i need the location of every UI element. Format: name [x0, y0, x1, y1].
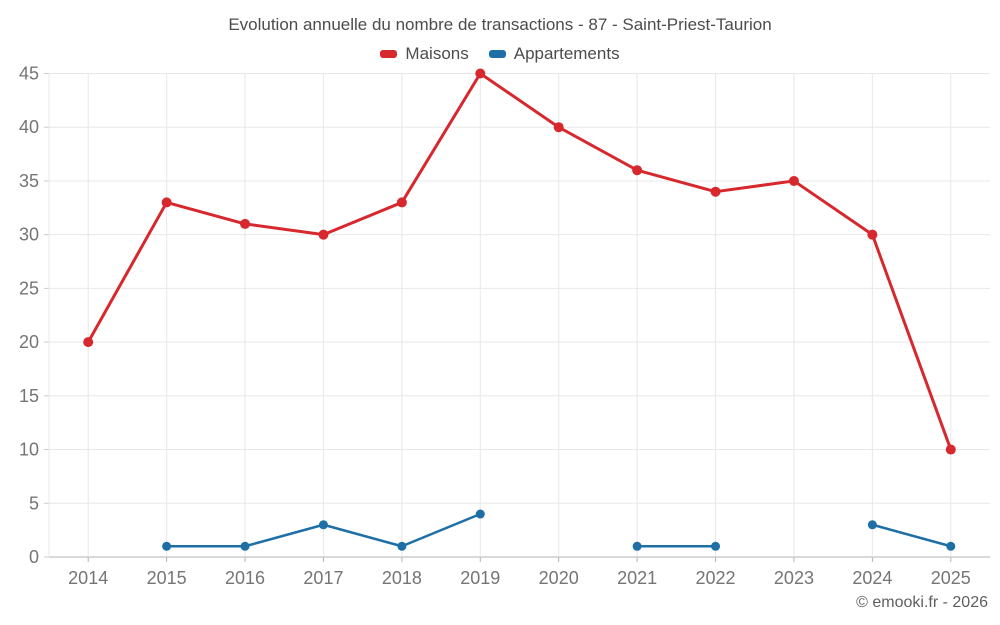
legend-item-maisons: Maisons	[380, 44, 469, 64]
maisons-point	[240, 218, 251, 229]
maisons-point	[632, 165, 643, 176]
y-axis-label: 45	[19, 64, 39, 84]
appartements-point	[318, 520, 328, 530]
chart-title: Evolution annuelle du nombre de transact…	[228, 15, 772, 34]
x-axis-label: 2021	[617, 568, 657, 588]
maisons-point	[396, 197, 407, 208]
appartements-point	[867, 520, 877, 530]
appartements-point	[632, 541, 642, 551]
appartements-point	[711, 541, 721, 551]
x-axis-label: 2014	[68, 568, 108, 588]
y-axis-label: 30	[19, 225, 39, 245]
legend-label: Appartements	[513, 44, 620, 63]
y-axis-label: 5	[29, 493, 39, 513]
appartements-line	[871, 523, 953, 548]
x-axis-label: 2015	[147, 568, 187, 588]
x-axis-label: 2025	[931, 568, 971, 588]
y-axis-label: 0	[29, 547, 39, 567]
maisons-point	[867, 229, 878, 240]
maisons-point	[945, 444, 956, 455]
y-axis-label: 40	[19, 117, 39, 137]
y-axis-label: 10	[19, 440, 39, 460]
x-axis-label: 2024	[852, 568, 892, 588]
appartements-point	[162, 541, 172, 551]
y-axis-label: 15	[19, 386, 39, 406]
credit-text: © emooki.fr - 2026	[856, 594, 988, 611]
x-axis-label: 2022	[696, 568, 736, 588]
x-axis-label: 2017	[303, 568, 343, 588]
x-axis-label: 2018	[382, 568, 422, 588]
y-axis-label: 20	[19, 332, 39, 352]
appartements-point	[475, 509, 485, 519]
maisons-point	[710, 186, 721, 197]
maisons-point	[318, 229, 329, 240]
legend-swatch-maisons	[380, 50, 398, 58]
y-axis-label: 35	[19, 171, 39, 191]
maisons-point	[161, 197, 172, 208]
appartements-point	[240, 541, 250, 551]
y-axis-label: 25	[19, 278, 39, 298]
maisons-point	[83, 337, 94, 348]
maisons-point	[475, 68, 486, 79]
legend-item-appartements: Appartements	[488, 44, 620, 64]
maisons-line	[86, 72, 953, 452]
chart-legend: Maisons Appartements	[0, 44, 1000, 64]
appartements-point	[946, 541, 956, 551]
maisons-point	[788, 175, 799, 186]
x-axis-label: 2020	[539, 568, 579, 588]
x-axis-label: 2016	[225, 568, 265, 588]
maisons-point	[553, 122, 564, 133]
legend-swatch-appartements	[488, 50, 506, 58]
x-axis-label: 2019	[460, 568, 500, 588]
x-axis-label: 2023	[774, 568, 814, 588]
appartements-point	[397, 541, 407, 551]
legend-label: Maisons	[405, 44, 469, 63]
